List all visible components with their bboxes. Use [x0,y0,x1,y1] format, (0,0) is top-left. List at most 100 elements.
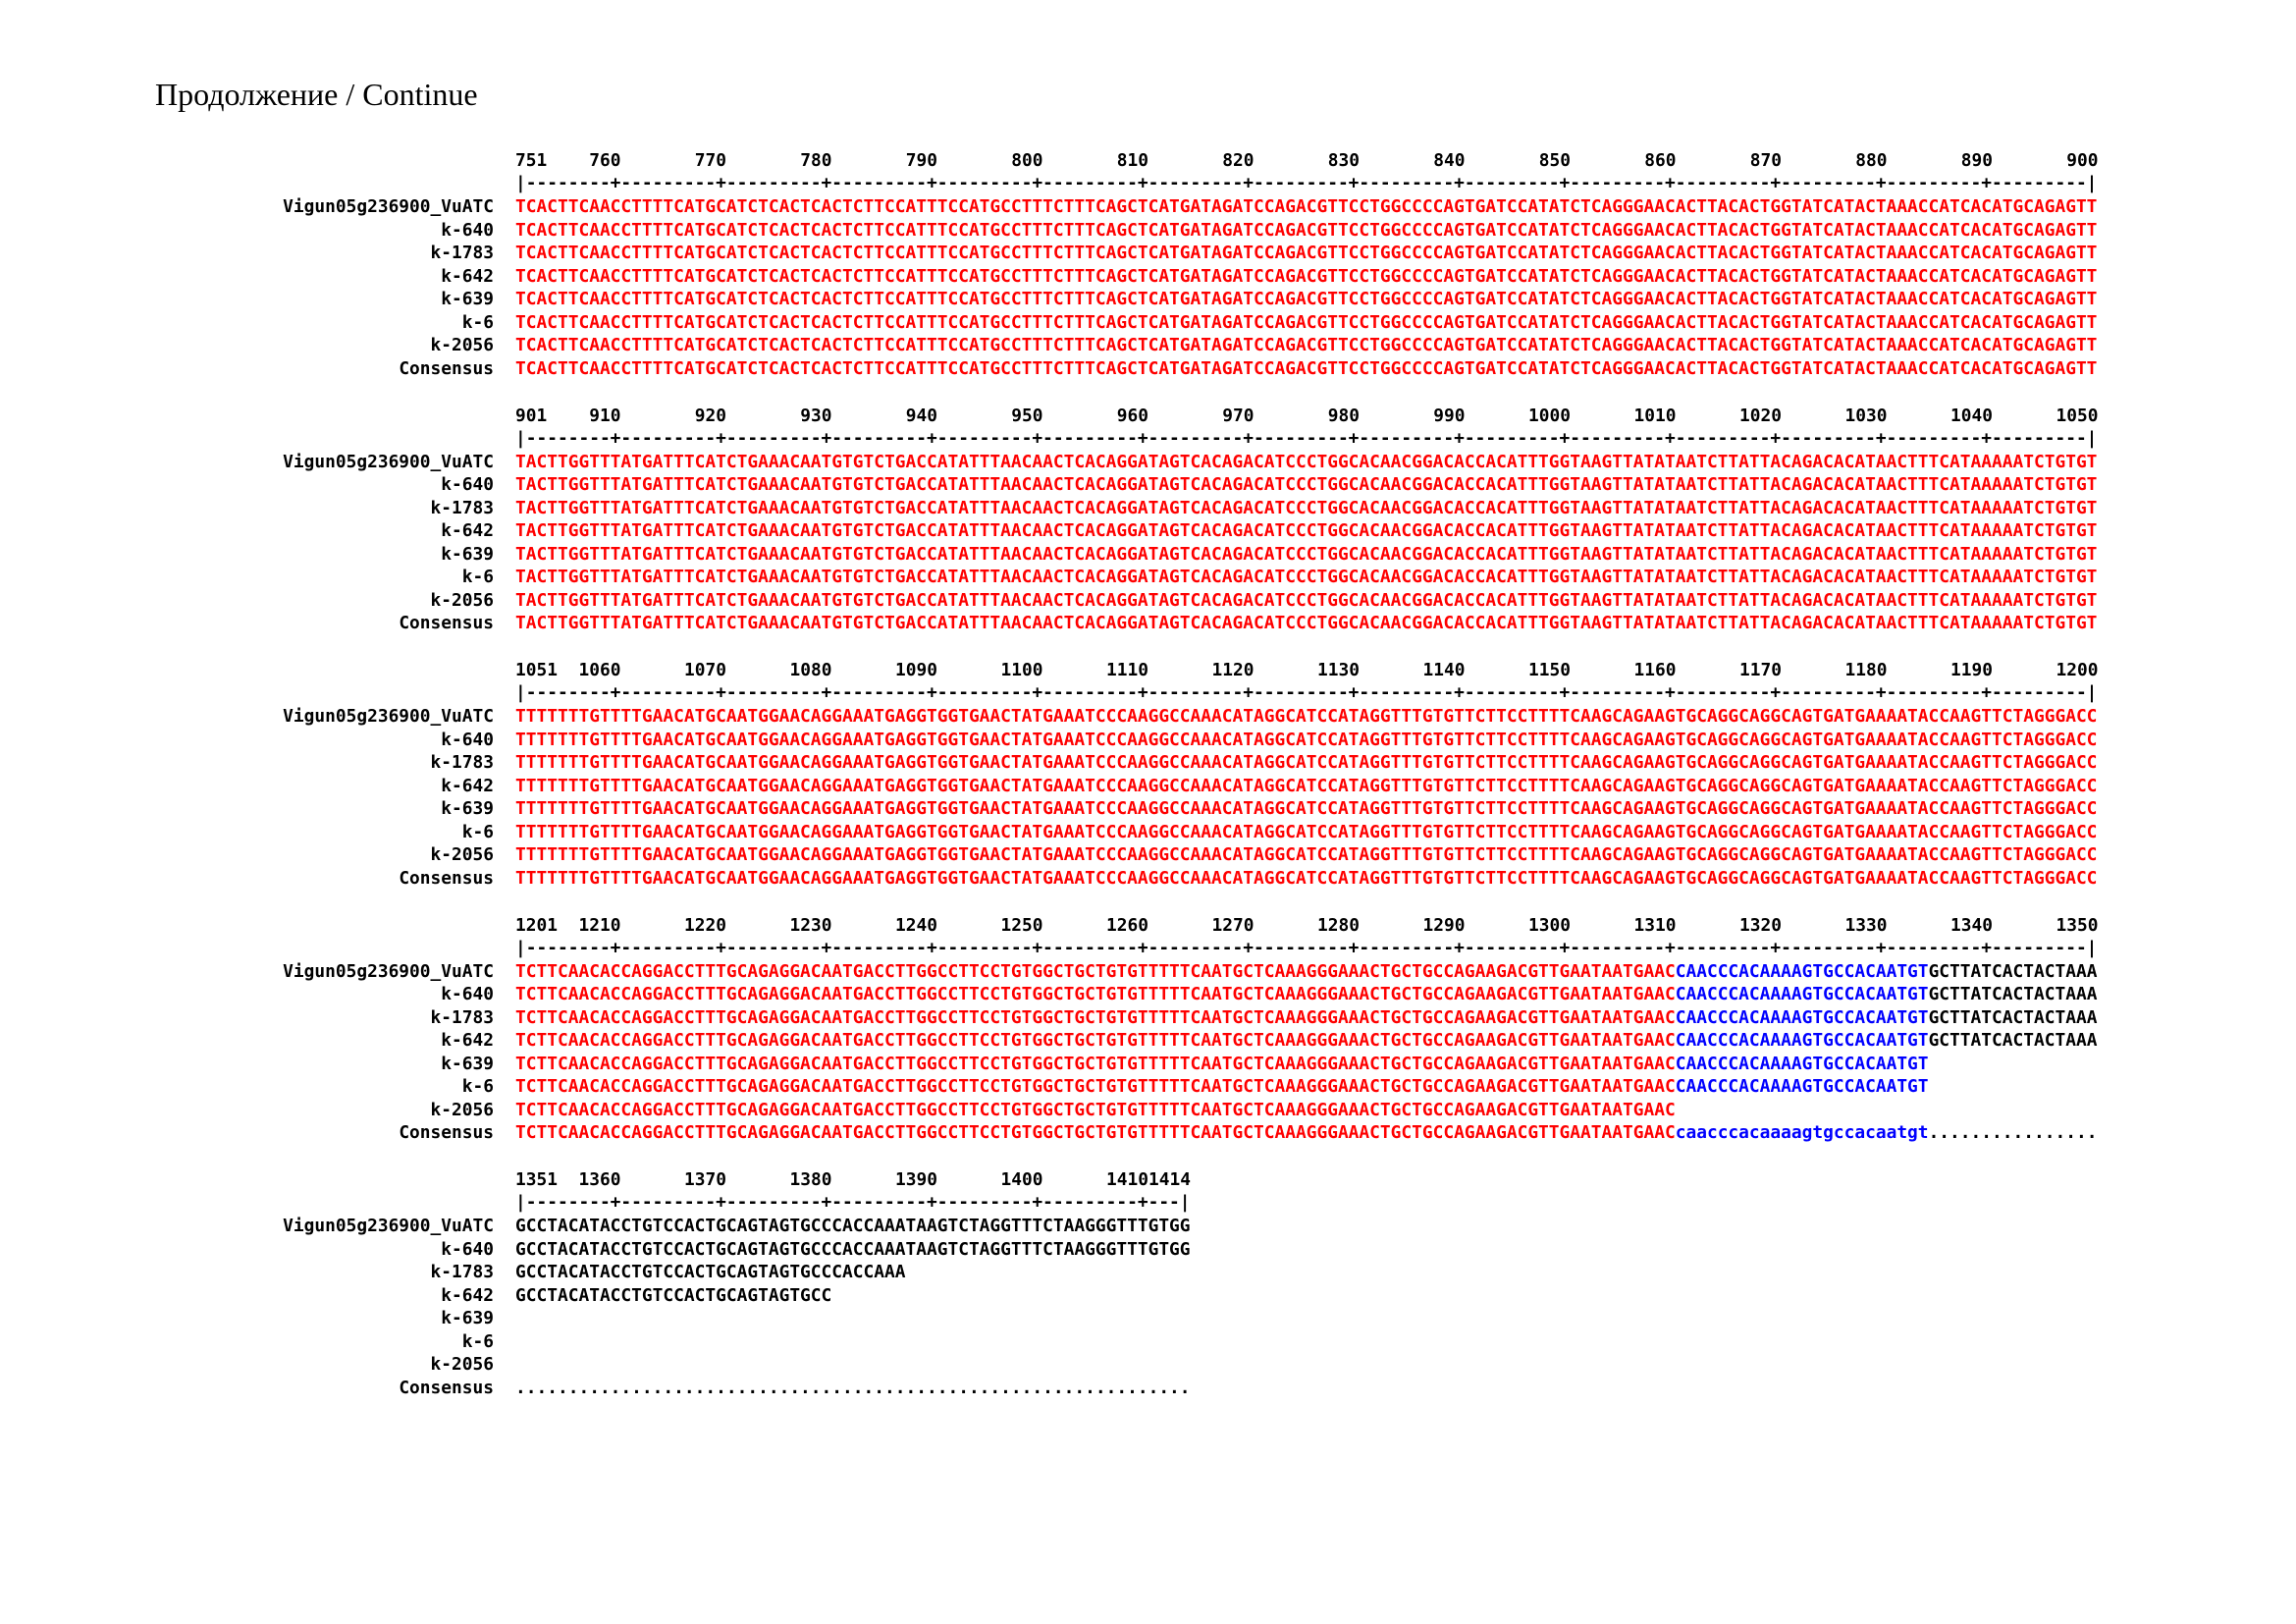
position-label: 840 [1433,150,1466,171]
position-label: 1030 [1844,405,1888,426]
partial-consensus-segment: caacccacaaaagtgccacaatgt [1675,1122,1929,1143]
page-title: Продолжение / Continue [155,77,478,112]
sequence-name: k-642 [441,1030,494,1051]
unique-segment: GCTTATCACTACTAAA [1928,984,2098,1004]
position-label: 1290 [1422,914,1466,936]
sequence-text: TCACTTCAACCTTTTCATGCATCTCACTCACTCTTCCATT… [515,357,2097,381]
identical-segment: TACTTGGTTTATGATTTCATCTGAAACAATGTGTCTGACC… [515,497,2098,518]
position-label: 940 [905,405,937,426]
sequence-name: k-1783 [430,1262,494,1282]
identical-segment: TTTTTTTGTTTTGAACATGCAATGGAACAGGAAATGAGGT… [515,706,2098,727]
position-label: 1050 [2056,405,2099,426]
position-label: 1390 [895,1169,937,1190]
sequence-name: Consensus [399,1122,494,1143]
unique-segment: GCTTATCACTACTAAA [1928,1006,2098,1028]
position-label: 1280 [1317,914,1360,936]
sequence-name: k-640 [441,474,494,495]
identical-segment: TACTTGGTTTATGATTTCATCTGAAACAATGTGTCTGACC… [515,589,2098,611]
position-label: 1120 [1211,660,1255,680]
sequence-name: Vigun05g236900_VuATC [283,1216,494,1236]
position-label: 1020 [1739,405,1782,426]
position-label: 1060 [578,660,621,680]
identical-segment: TACTTGGTTTATGATTTCATCTGAAACAATGTGTCTGACC… [515,613,2098,633]
position-label: 830 [1327,150,1360,171]
sequence-text: TTTTTTTGTTTTGAACATGCAATGGAACAGGAAATGAGGT… [515,775,2097,798]
position-label: 1180 [1844,660,1888,680]
sequence-name: k-639 [441,543,494,565]
position-label: 1410 [1106,1169,1148,1190]
sequence-text: TCACTTCAACCTTTTCATGCATCTCACTCACTCTTCCATT… [515,334,2097,357]
position-label: 1414 [1148,1169,1191,1190]
identical-segment: TCTTCAACACCAGGACCTTTGCAGAGGACAATGACCTTGG… [515,1030,1676,1051]
identical-segment: TTTTTTTGTTTTGAACATGCAATGGAACAGGAAATGAGGT… [515,867,2098,889]
sequence-name: k-640 [441,984,494,1004]
position-label: 930 [800,405,832,426]
sequence-name: k-6 [461,1330,494,1352]
position-label: 1190 [1950,660,1993,680]
position-ruler: |--------+---------+---------+---------+… [515,682,2098,703]
position-label: 1310 [1633,914,1677,936]
identical-segment: TCTTCAACACCAGGACCTTTGCAGAGGACAATGACCTTGG… [515,1006,1676,1028]
position-label: 910 [589,405,621,426]
position-numbers: 1051 1060 1070 1080 1090 1100 1110 1120 1130 1140… [515,659,2184,682]
position-label: 770 [694,150,726,171]
sequence-text: TACTTGGTTTATGATTTCATCTGAAACAATGTGTCTGACC… [515,451,2097,474]
sequence-text: GCCTACATACCTGTCCACTGCAGTAGTGCCCACCAAA [515,1261,906,1284]
identical-segment: TTTTTTTGTTTTGAACATGCAATGGAACAGGAAATGAGGT… [515,752,2098,773]
position-label: 870 [1749,150,1782,171]
identical-segment: TCACTTCAACCTTTTCATGCATCTCACTCACTCTTCCATT… [515,357,2098,379]
position-label: 901 [515,405,548,426]
sequence-text: TCACTTCAACCTTTTCATGCATCTCACTCACTCTTCCATT… [515,195,2097,219]
sequence-text: TTTTTTTGTTTTGAACATGCAATGGAACAGGAAATGAGGT… [515,705,2097,729]
sequence-name: k-1783 [430,1006,494,1028]
identical-segment: TCACTTCAACCTTTTCATGCATCTCACTCACTCTTCCATT… [515,243,2098,263]
position-label: 1150 [1528,660,1571,680]
sequence-name: k-2056 [430,335,494,355]
position-label: 890 [1960,150,1993,171]
sequence-text: ........................................… [515,1377,1191,1400]
sequence-name: k-640 [441,729,494,750]
unique-segment: GCCTACATACCTGTCCACTGCAGTAGTGCCCACCAAA [515,1262,906,1282]
position-label: 1270 [1211,914,1255,936]
sequence-name: Consensus [399,1377,494,1398]
position-label: 800 [1011,150,1043,171]
position-label: 1070 [684,660,726,680]
position-label: 1380 [789,1169,832,1190]
position-label: 820 [1222,150,1255,171]
position-label: 1110 [1106,660,1148,680]
position-label: 1090 [895,660,937,680]
sequence-name: Vigun05g236900_VuATC [283,960,494,982]
sequence-text: TCACTTCAACCTTTTCATGCATCTCACTCACTCTTCCATT… [515,265,2097,289]
identical-segment: TTTTTTTGTTTTGAACATGCAATGGAACAGGAAATGAGGT… [515,844,2098,865]
position-label: 850 [1538,150,1571,171]
position-numbers: 901 910 920 930 940 950 960 970 980 990 1000 1010 10… [515,405,2184,428]
identical-segment: TCTTCAACACCAGGACCTTTGCAGAGGACAATGACCTTGG… [515,1076,1676,1097]
identical-segment: TACTTGGTTTATGATTTCATCTGAAACAATGTGTCTGACC… [515,451,2098,472]
position-label: 1010 [1633,405,1677,426]
sequence-text: TCTTCAACACCAGGACCTTTGCAGAGGACAATGACCTTGG… [515,983,2097,1006]
sequence-name: k-639 [441,798,494,819]
sequence-text: TCACTTCAACCTTTTCATGCATCTCACTCACTCTTCCATT… [515,288,2097,311]
position-label: 970 [1222,405,1255,426]
identical-segment: TTTTTTTGTTTTGAACATGCAATGGAACAGGAAATGAGGT… [515,729,2098,750]
position-label: 1130 [1317,660,1360,680]
identical-segment: TCTTCAACACCAGGACCTTTGCAGAGGACAATGACCTTGG… [515,1122,1676,1143]
identical-segment: TTTTTTTGTTTTGAACATGCAATGGAACAGGAAATGAGGT… [515,775,2098,796]
partial-consensus-segment: CAACCCACAAAAGTGCCACAATGT [1675,1006,1929,1028]
sequence-name: k-640 [441,1238,494,1260]
partial-consensus-segment: CAACCCACAAAAGTGCCACAATGT [1675,960,1929,982]
sequence-text: GCCTACATACCTGTCCACTGCAGTAGTGCC [515,1284,831,1308]
position-label: 1250 [1000,914,1043,936]
position-label: 1160 [1633,660,1677,680]
position-label: 1320 [1739,914,1782,936]
position-numbers: 751 760 770 780 790 800 810 820 830 840 850 860 870 8… [515,149,2184,173]
position-label: 1340 [1950,914,1993,936]
identical-segment: TTTTTTTGTTTTGAACATGCAATGGAACAGGAAATGAGGT… [515,821,2098,842]
unique-segment: GCCTACATACCTGTCCACTGCAGTAGTGCC [515,1284,832,1306]
identical-segment: TCACTTCAACCTTTTCATGCATCTCACTCACTCTTCCATT… [515,196,2098,217]
sequence-name: k-639 [441,1308,494,1328]
sequence-name: k-639 [441,289,494,309]
identical-segment: TCTTCAACACCAGGACCTTTGCAGAGGACAATGACCTTGG… [515,984,1676,1004]
position-label: 1040 [1950,405,1993,426]
position-label: 1370 [684,1169,726,1190]
